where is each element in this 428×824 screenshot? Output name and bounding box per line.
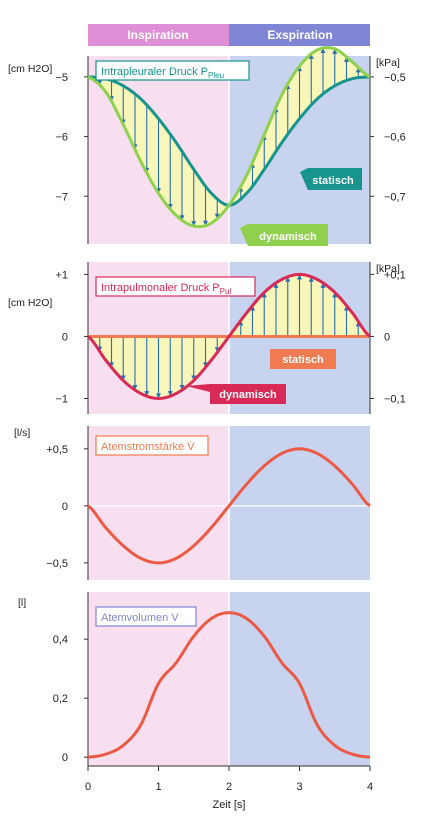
panel-title: Atemvolumen V (101, 612, 179, 624)
pressure-arrow-head (191, 375, 197, 381)
dynamic-curve (87, 46, 371, 229)
pressure-arrow-head (214, 213, 220, 219)
y-unit-left: [l/s] (14, 427, 30, 439)
y-unit-left: [l] (18, 597, 26, 609)
pressure-arrow-head (344, 56, 349, 62)
y-tick-label-left: −5 (55, 72, 68, 84)
pressure-arrow-head (120, 375, 126, 381)
y-tick-label-right: 0 (384, 331, 390, 343)
x-axis: 0 1 2 3 4 (85, 765, 373, 793)
panel-title-box (95, 606, 197, 627)
static-tag-label: statisch (282, 354, 324, 366)
x-tick-label: 0 (85, 781, 91, 793)
y-tick-label-right: −0,1 (384, 393, 406, 405)
x-axis-label: Zeit [s] (212, 799, 245, 811)
volume-curve (87, 611, 371, 759)
pressure-arrow-head (332, 292, 338, 298)
flow-curve (87, 447, 371, 565)
dynamic-tag (240, 224, 328, 246)
pressure-arrow-head (320, 282, 326, 288)
y-tick-label-right: −0,6 (384, 132, 406, 144)
pressure-arrow-head (261, 292, 267, 298)
y-unit-left: [cm H2O] (8, 63, 52, 75)
y-tick-label-left: −7 (55, 191, 68, 203)
y-tick-label-left: −6 (55, 132, 68, 144)
pressure-arrow-head (297, 274, 302, 280)
inspiration-band (88, 24, 229, 46)
dynamic-curve (87, 272, 371, 400)
y-tick-label-left: 0,4 (53, 634, 68, 646)
y-tick-label-left: +0,5 (46, 444, 68, 456)
y-tick-label-right: +0,1 (384, 269, 406, 281)
panel-title: Intrapleuraler Druck PPleu (101, 66, 224, 80)
dynamic-tag-label: dynamisch (219, 389, 277, 401)
panel-2: +1 +0,1 0 0 −1 −0,1 [cm H2O] [kPa] statisch dynam… (8, 262, 406, 414)
x-tick-label: 3 (296, 781, 302, 793)
pressure-arrow-head (332, 48, 338, 54)
y-tick-label-left: −0,5 (46, 558, 68, 570)
pressure-arrow-head (144, 391, 150, 397)
panel-1: −5 −0,5 −6 −0,6 −7 −0,7 [cm H2O] [kPa] statisch d… (8, 46, 406, 246)
static-tag-label: statisch (312, 175, 354, 187)
y-tick-label-left: −1 (55, 393, 68, 405)
y-tick-label-left: 0,2 (53, 693, 68, 705)
panel-title: Intrapulmonaler Druck PPul (101, 282, 231, 296)
x-tick-label: 2 (226, 781, 232, 793)
panel-4: 0,4 0,2 0 [l] Atemvolumen V (18, 592, 371, 766)
y-unit-right: [kPa] (376, 57, 400, 69)
y-tick-label-left: +1 (55, 269, 68, 281)
y-unit-right: [kPa] (376, 263, 400, 275)
pressure-arrow-head (191, 221, 197, 227)
pressure-arrow-head (97, 79, 103, 85)
expiration-label: Exspiration (267, 28, 332, 42)
pressure-arrow-head (355, 67, 361, 73)
static-tag (270, 349, 336, 369)
inspiration-label: Inspiration (127, 28, 188, 42)
y-tick-label-left: 0 (62, 331, 68, 343)
pressure-arrow-head (132, 385, 138, 391)
static-tag (300, 168, 362, 190)
y-tick-label-right: −0,7 (384, 191, 406, 203)
y-unit-left: [cm H2O] (8, 297, 52, 309)
panel-title: Atemstromstärke V̇ (101, 440, 195, 453)
pressure-arrow-head (179, 215, 185, 221)
pressure-arrow-head (273, 282, 279, 288)
pressure-arrow-head (320, 47, 326, 53)
pressure-arrow-head (285, 276, 291, 282)
pressure-arrow-head (156, 393, 161, 399)
expiration-band (229, 24, 370, 46)
pressure-arrow-head (179, 385, 185, 391)
dynamic-tag-label: dynamisch (259, 231, 317, 243)
panel-title-box (95, 60, 250, 81)
panel-title-box (95, 435, 209, 456)
panel-title-box (95, 276, 256, 297)
y-tick-label-left: 0 (62, 501, 68, 513)
panel-3: +0,5 0 −0,5 [l/s] Atemstromstärke V̇ (14, 426, 371, 580)
pressure-arrow-head (308, 53, 314, 59)
expiration-bg (229, 426, 370, 580)
expiration-bg (229, 592, 370, 766)
x-tick-label: 4 (367, 781, 373, 793)
pressure-arrow-head (308, 276, 314, 282)
x-tick-label: 1 (155, 781, 161, 793)
dynamic-tag (186, 384, 286, 404)
y-tick-label-left: 0 (62, 752, 68, 764)
y-tick-label-right: −0,5 (384, 72, 406, 84)
pressure-arrow-head (203, 220, 208, 226)
pressure-arrow-head (167, 391, 173, 397)
